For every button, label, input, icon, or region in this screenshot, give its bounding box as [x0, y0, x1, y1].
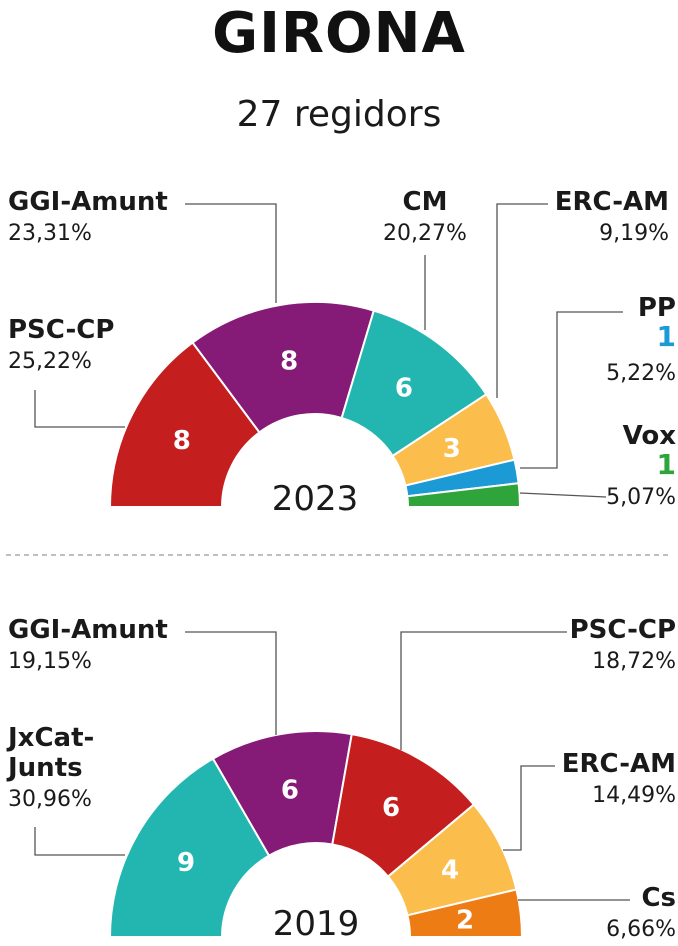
party-pct-ggi-amunt: 23,31% — [8, 221, 92, 246]
party-pct-psc-cp: 18,72% — [592, 649, 676, 674]
party-name-jxcat-junts-cont: Junts — [6, 753, 83, 783]
chart-title: GIRONA — [212, 1, 466, 66]
leader-line-erc-am — [496, 203, 548, 398]
party-name-psc-cp: PSC-CP — [570, 615, 676, 645]
party-name-ggi-amunt: GGI-Amunt — [8, 615, 168, 645]
segment-seats-psc-cp: 6 — [382, 793, 400, 823]
leader-line-ggi-amunt — [185, 631, 277, 735]
chart-2023: 8 PSC-CP 25,22% 8 GGI-Amunt 23,31% 6 CM 20,27% 3 E… — [8, 187, 676, 519]
leader-line-pp — [520, 311, 623, 469]
chart-year: 2019 — [273, 904, 360, 944]
segment-seats-ggi-amunt: 8 — [280, 346, 298, 376]
segment-seats-jxcat-junts: 9 — [177, 848, 195, 878]
party-pct-psc-cp: 25,22% — [8, 349, 92, 374]
party-name-cs: Cs — [641, 883, 676, 913]
party-name-pp: PP — [638, 293, 676, 323]
party-pct-erc-am: 14,49% — [592, 783, 676, 808]
party-pct-pp: 5,22% — [606, 361, 676, 386]
segment-cs — [406, 888, 524, 938]
party-name-erc-am: ERC-AM — [562, 749, 676, 779]
party-name-ggi-amunt: GGI-Amunt — [8, 187, 168, 217]
segment-ggi-amunt — [191, 301, 376, 434]
segment-seats-erc-am: 4 — [441, 856, 459, 886]
party-pct-jxcat-junts: 30,96% — [8, 787, 92, 812]
party-seats-pp: 1 — [657, 320, 676, 353]
segment-jxcat-junts — [108, 757, 271, 938]
segment-seats-ggi-amunt: 6 — [281, 775, 299, 805]
party-name-vox: Vox — [623, 421, 677, 451]
party-pct-vox: 5,07% — [606, 485, 676, 510]
leader-line-jxcat-junts — [34, 827, 125, 856]
segment-seats-psc-cp: 8 — [173, 426, 191, 456]
party-name-psc-cp: PSC-CP — [8, 315, 114, 345]
chart-2019: 9 JxCat-Junts 30,96% 6 GGI-Amunt 19,15% 6 PSC-C… — [6, 615, 676, 944]
party-pct-erc-am: 9,19% — [599, 221, 669, 246]
party-name-erc-am: ERC-AM — [555, 187, 669, 217]
party-pct-cm: 20,27% — [383, 221, 467, 246]
party-pct-cs: 6,66% — [606, 917, 676, 942]
segment-vox — [406, 482, 522, 508]
leader-line-vox — [519, 492, 607, 498]
segment-seats-erc-am: 3 — [443, 434, 461, 464]
party-seats-vox: 1 — [657, 448, 676, 481]
party-name-cm: CM — [403, 187, 448, 217]
party-pct-ggi-amunt: 19,15% — [8, 649, 92, 674]
leader-line-ggi-amunt — [185, 203, 277, 303]
segment-seats-cm: 6 — [395, 373, 413, 403]
chart-year: 2023 — [272, 479, 359, 519]
leader-line-erc-am — [503, 765, 555, 851]
segment-seats-cs: 2 — [456, 906, 474, 936]
leader-line-psc-cp — [400, 631, 567, 750]
leader-line-psc-cp — [34, 390, 125, 428]
chart-subtitle: 27 regidors — [237, 94, 442, 135]
party-name-jxcat-junts: JxCat- — [6, 723, 94, 753]
